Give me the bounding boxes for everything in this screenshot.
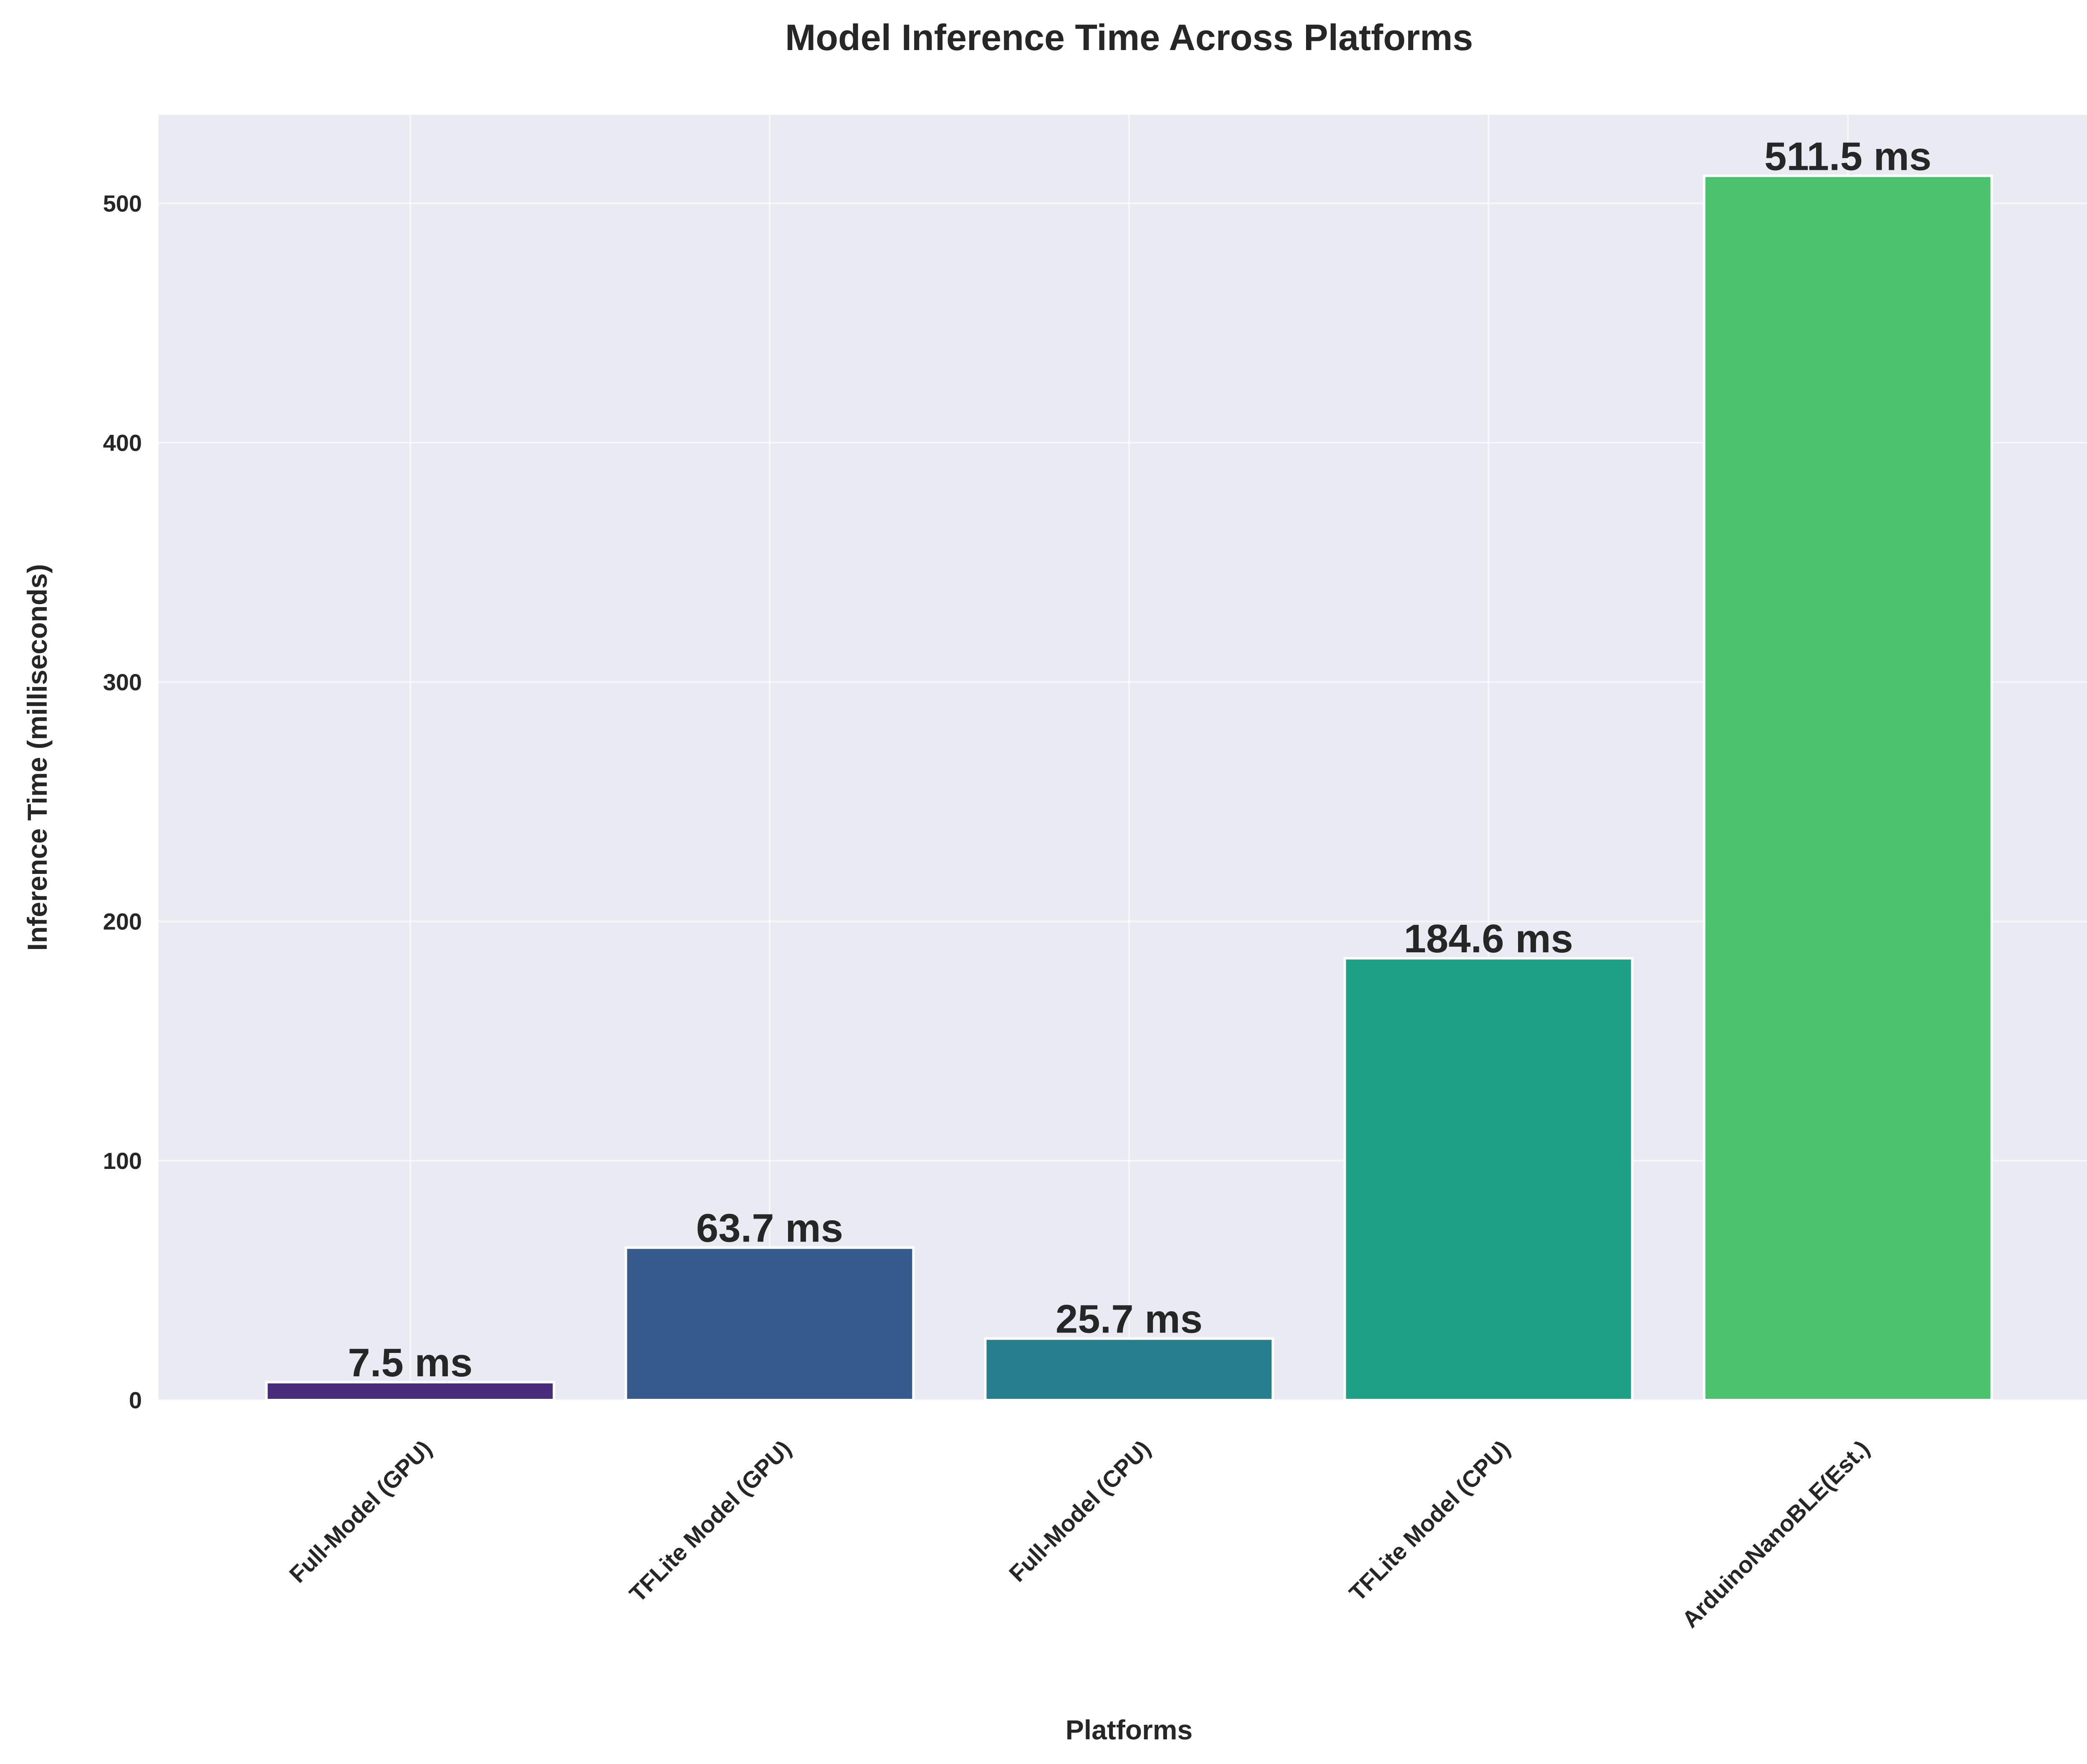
bar [265, 1380, 556, 1401]
bar [1343, 957, 1634, 1401]
bar-value-label: 25.7 ms [1056, 1297, 1203, 1342]
bar-value-label: 184.6 ms [1404, 916, 1573, 961]
bar-value-label: 63.7 ms [696, 1206, 843, 1251]
y-tick-label: 0 [129, 1387, 142, 1413]
bar-value-labels: 7.5 ms 63.7 ms 25.7 ms 184.6 ms 511.5 ms [348, 134, 1931, 1385]
bar [624, 1246, 915, 1401]
bar-value-label: 7.5 ms [348, 1340, 472, 1385]
y-tick-label: 300 [103, 669, 142, 695]
y-tick-label: 400 [103, 429, 142, 456]
bars [265, 174, 1993, 1402]
y-axis-label: Inference Time (milliseconds) [22, 564, 53, 951]
y-tick-label: 100 [103, 1148, 142, 1174]
bar [1703, 174, 1993, 1401]
y-axis-ticks: 0 100 200 300 400 500 [103, 190, 142, 1413]
y-tick-label: 500 [103, 190, 142, 217]
y-tick-label: 200 [103, 908, 142, 934]
bar-value-label: 511.5 ms [1764, 134, 1931, 179]
x-axis-label: Platforms [1066, 1714, 1193, 1745]
bar [984, 1337, 1274, 1402]
chart-title: Model Inference Time Across Platforms [785, 17, 1473, 58]
